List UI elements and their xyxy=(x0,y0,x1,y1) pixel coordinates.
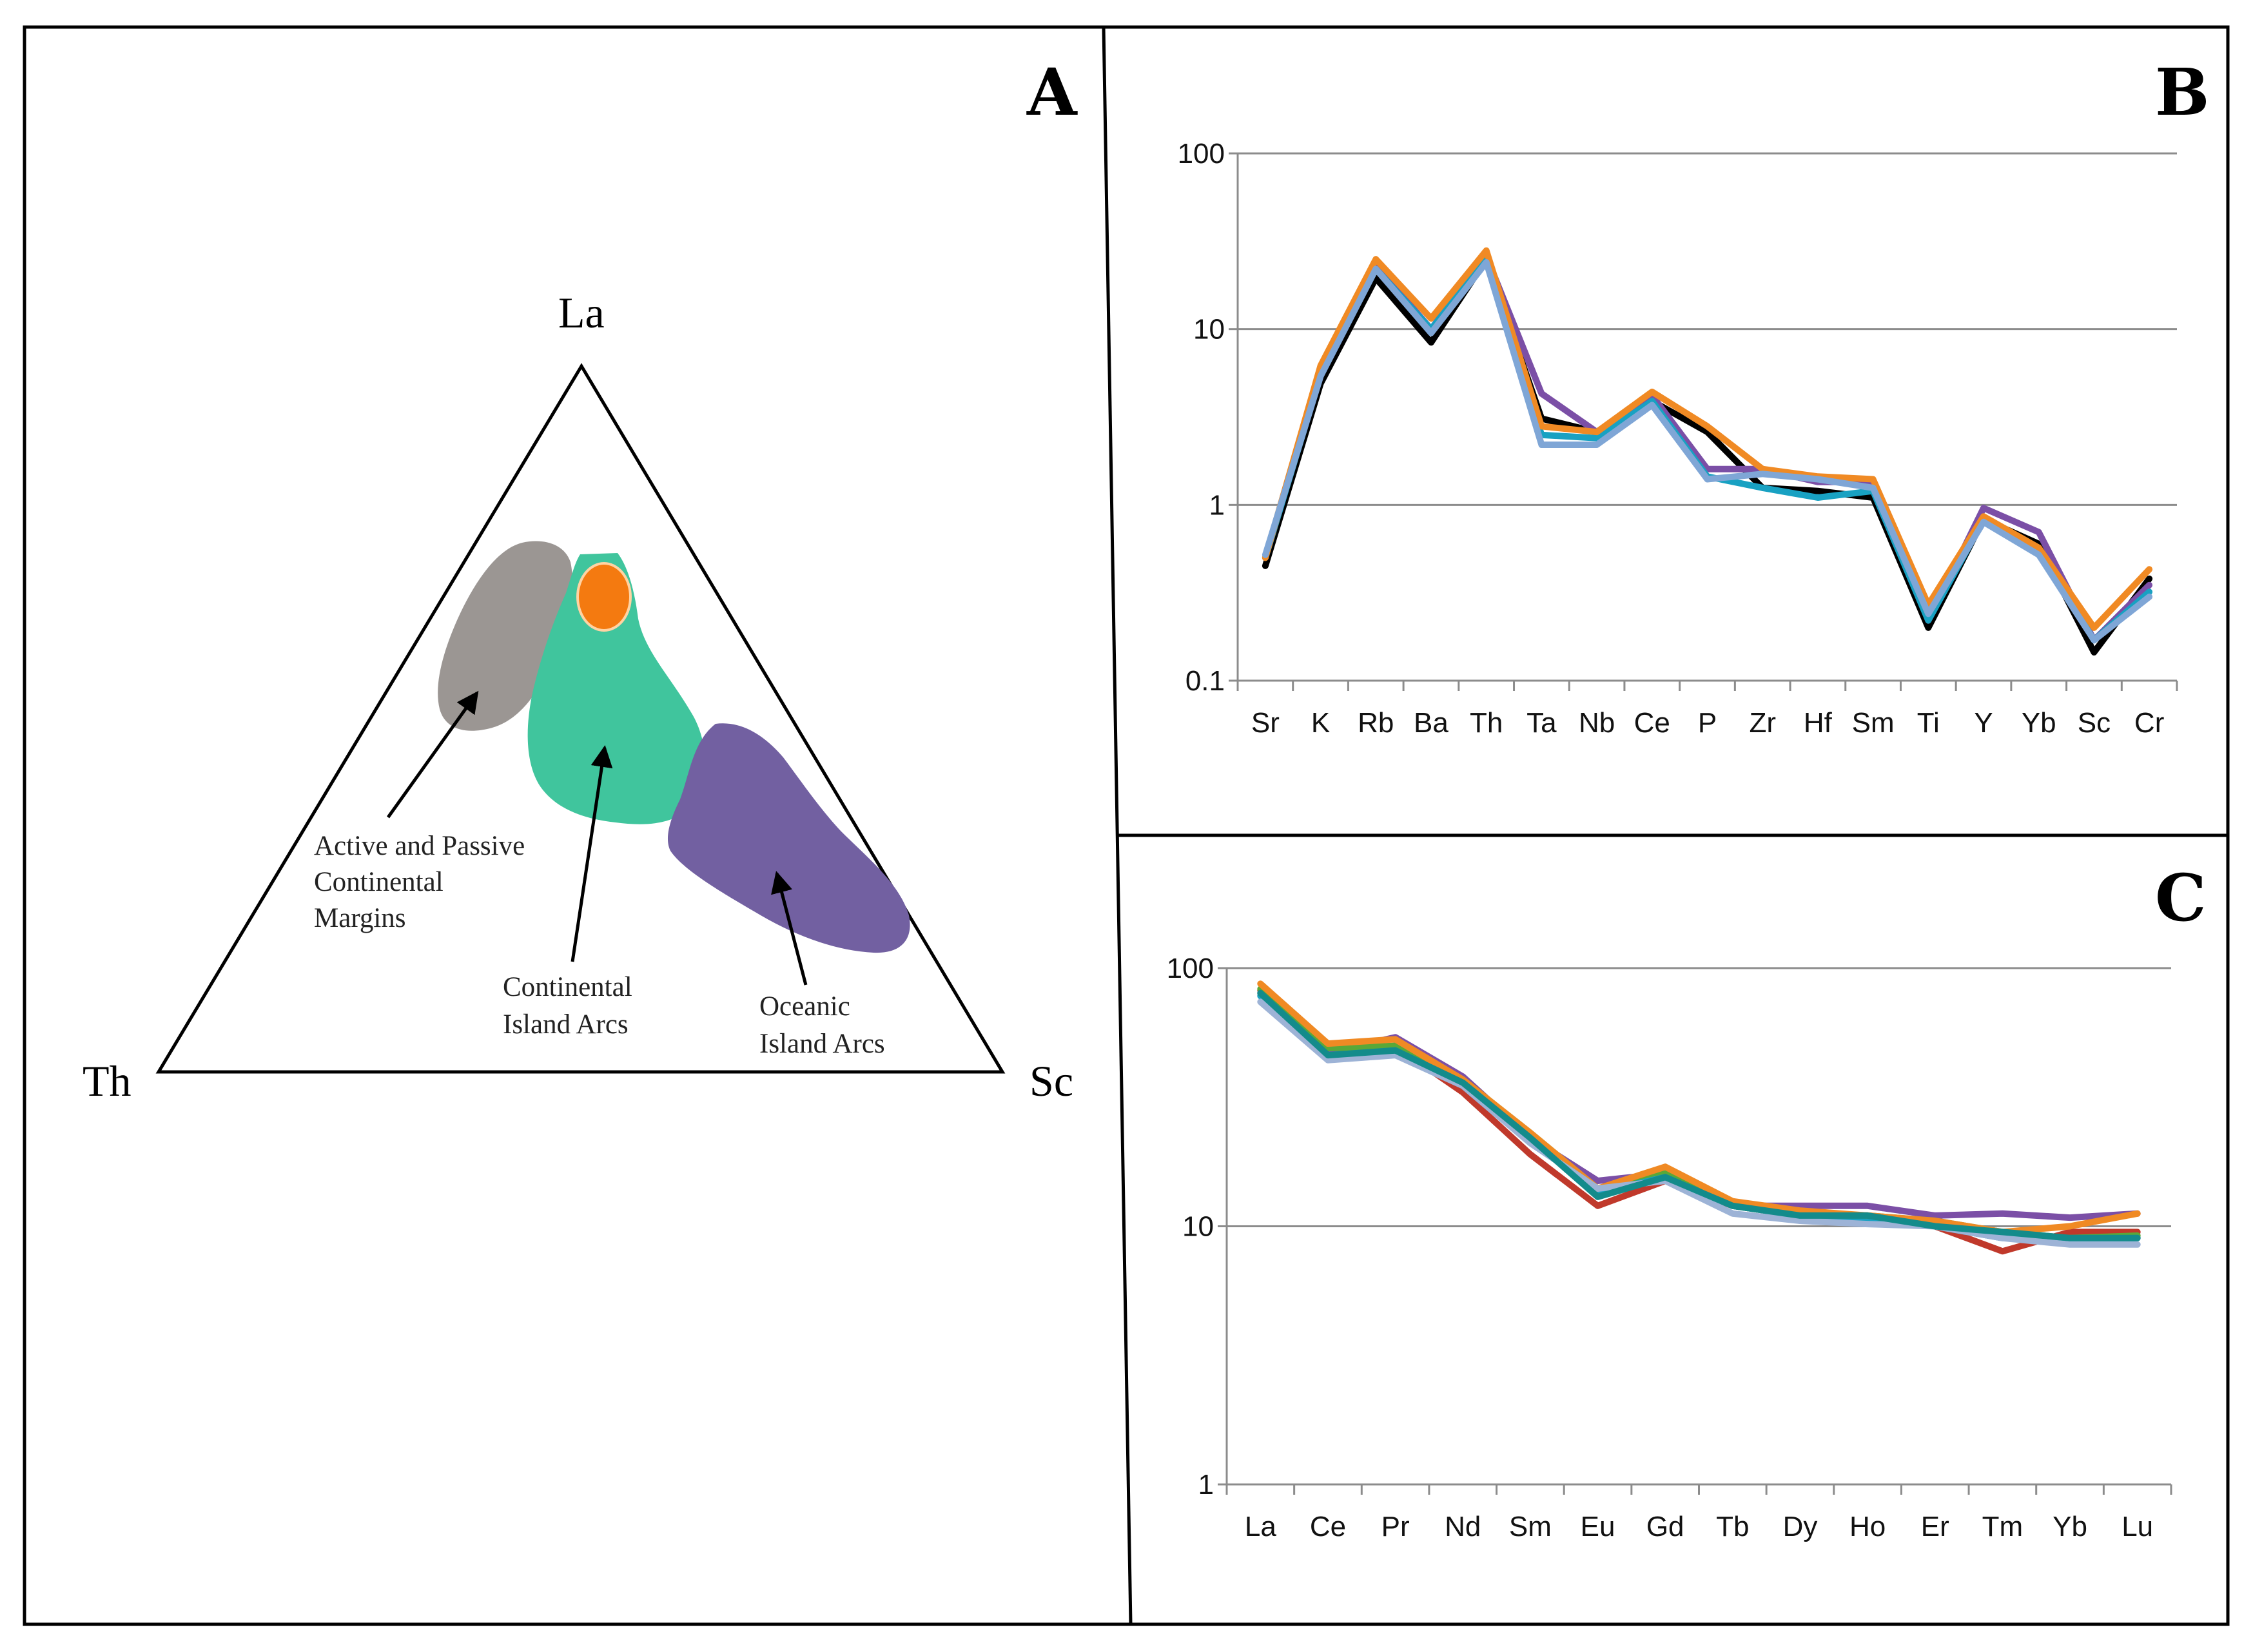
panel-b-xtick-label: Zr xyxy=(1749,707,1776,739)
label-oceanic-island-arcs-line-2: Island Arcs xyxy=(759,1029,885,1059)
field-oceanic-island-arcs xyxy=(667,723,910,953)
panel-c-xtick-label: Lu xyxy=(2121,1511,2153,1542)
apex-label-left: Th xyxy=(83,1056,132,1105)
sample-cluster xyxy=(576,562,632,632)
label-continental-margins: Active and Passive Continental Margins xyxy=(314,831,532,933)
panel-b-xtick-label: Y xyxy=(1974,707,1993,739)
panel-b-series-4 xyxy=(1262,247,2153,631)
panel-label-c: C xyxy=(2155,860,2207,936)
panel-c-xtick-label: Eu xyxy=(1581,1511,1615,1542)
panel-c-series-7 xyxy=(1257,989,2141,1241)
panel-c-xtick-label: Nd xyxy=(1445,1511,1481,1542)
arrow-oceanic-island-arcs xyxy=(771,871,808,986)
panel-c-ytick-label: 100 xyxy=(1167,953,1214,984)
panel-b-xtick-label: Sc xyxy=(2078,707,2111,739)
arrow-continental-island-arcs xyxy=(571,745,613,962)
panel-c-xtick-label: Yb xyxy=(2053,1511,2087,1542)
panel-b-series-5 xyxy=(1262,259,2153,644)
panel-b-xtick-label: Ba xyxy=(1414,707,1448,739)
panel-b-ytick-label: 1 xyxy=(1209,489,1225,521)
panel-c-xtick-label: Tb xyxy=(1716,1511,1749,1542)
panel-c-xtick-label: La xyxy=(1245,1511,1276,1542)
apex-label-top: La xyxy=(558,288,605,337)
panel-b-xtick-label: Yb xyxy=(2022,707,2056,739)
panel-b-ytick-label: 10 xyxy=(1193,314,1225,345)
panel-c-xtick-label: Dy xyxy=(1783,1511,1818,1542)
label-continental-island-arcs-line-1: Continental xyxy=(503,972,632,1002)
panel-c-ytick-label: 1 xyxy=(1198,1469,1214,1501)
panel-c-xtick-label: Pr xyxy=(1381,1511,1410,1542)
panel-b: B 0.1 1 10 100 Sr K Rb Ba Th Ta Nb Ce P Zr Hf Sm Ti Y Yb Sc… xyxy=(1178,54,2210,739)
panel-b-xtick-label: Ce xyxy=(1634,707,1670,739)
panel-b-xtick-label: Ti xyxy=(1917,707,1940,739)
panel-b-ytick-label: 100 xyxy=(1178,138,1225,170)
panel-c-xtick-label: Tm xyxy=(1982,1511,2024,1542)
arrow-continental-margins xyxy=(386,690,479,819)
panel-c-xtick-label: Ho xyxy=(1849,1511,1886,1542)
field-continental-island-arcs xyxy=(527,553,705,824)
panel-label-b: B xyxy=(2155,54,2210,130)
panel-b-xtick-label: Ta xyxy=(1526,707,1557,739)
panel-b-ytick-label: 0.1 xyxy=(1185,665,1225,697)
label-continental-island-arcs: Continental Island Arcs xyxy=(503,972,639,1040)
panel-c-ytick-label: 10 xyxy=(1182,1211,1214,1243)
panel-label-a: A xyxy=(1026,54,1078,130)
label-continental-margins-line-3: Margins xyxy=(314,903,406,933)
label-continental-margins-line-2: Continental xyxy=(314,867,444,897)
panel-b-xtick-label: Rb xyxy=(1358,707,1394,739)
panel-b-xtick-label: Hf xyxy=(1804,707,1833,739)
panel-c-xtick-label: Sm xyxy=(1509,1511,1552,1542)
divider-vertical xyxy=(1102,26,1133,1625)
label-oceanic-island-arcs: Oceanic Island Arcs xyxy=(759,991,885,1059)
panel-b-xtick-label: Sm xyxy=(1852,707,1895,739)
label-continental-margins-line-1: Active and Passive xyxy=(314,831,525,861)
panel-b-xtick-label: Cr xyxy=(2134,707,2164,739)
panel-c: C 1 10 100 La Ce Pr Nd Sm Eu Gd Tb Dy Ho Er Tm Yb Lu xyxy=(1167,860,2207,1542)
apex-label-right: Sc xyxy=(1029,1056,1073,1105)
label-continental-island-arcs-line-2: Island Arcs xyxy=(503,1009,629,1040)
panel-a: A La Th Sc Active and Passive Continenta xyxy=(83,54,1078,1105)
panel-c-xtick-label: Ce xyxy=(1310,1511,1346,1542)
panel-b-xtick-label: K xyxy=(1311,707,1330,739)
panel-b-xtick-label: P xyxy=(1698,707,1717,739)
panel-c-xtick-label: Gd xyxy=(1646,1511,1684,1542)
panel-c-series-6 xyxy=(1257,998,2141,1248)
ternary-triangle xyxy=(155,363,1006,1074)
panel-b-xtick-label: Nb xyxy=(1579,707,1615,739)
panel-b-xtick-label: Sr xyxy=(1251,707,1280,739)
label-oceanic-island-arcs-line-1: Oceanic xyxy=(759,991,850,1022)
panel-c-xtick-label: Er xyxy=(1921,1511,1949,1542)
panel-b-xtick-label: Th xyxy=(1470,707,1503,739)
